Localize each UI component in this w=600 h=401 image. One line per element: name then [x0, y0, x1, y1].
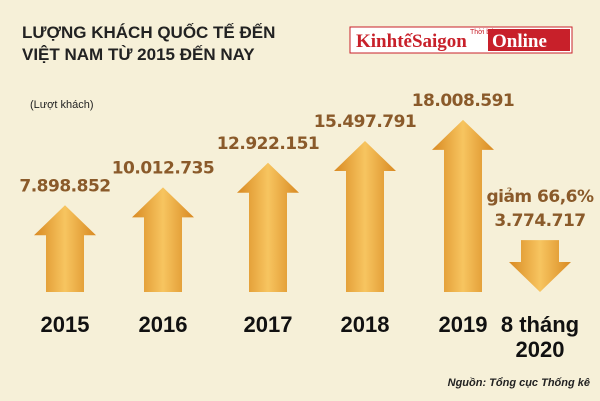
logo-suffix-box: [488, 29, 570, 51]
logo-tag: Thời báo: [470, 29, 498, 36]
unit-label: (Lượt khách): [30, 99, 94, 111]
value-label: 7.898.852: [19, 176, 110, 196]
value-label: 10.012.735: [112, 158, 215, 178]
category-label: 2019: [438, 312, 488, 337]
arrow: [34, 205, 96, 292]
logo-name: KinhtếSaigon: [356, 31, 467, 52]
value-label: 15.497.791: [314, 112, 417, 132]
source: Nguồn: Tổng cục Thống kê: [448, 377, 590, 389]
category-label: 2016: [138, 312, 188, 337]
arrow: [509, 240, 571, 292]
arrow: [334, 141, 396, 292]
category-label: 2015: [40, 312, 90, 337]
arrow: [432, 119, 494, 292]
value-label: 12.922.151: [217, 134, 320, 154]
category-label: 2018: [340, 312, 390, 337]
value-label: 18.008.591: [412, 91, 515, 111]
arrow: [237, 162, 299, 292]
title-line: VIỆT NAM TỪ 2015 ĐẾN NAY: [22, 45, 255, 64]
category-label: 2017: [243, 312, 293, 337]
logo-suffix: Online: [492, 31, 547, 52]
category-label: 8 tháng 2020: [500, 312, 580, 362]
title-line: LƯỢNG KHÁCH QUỐC TẾ ĐẾN: [22, 22, 275, 42]
value-label: 3.774.717: [494, 211, 585, 231]
annotation: giảm 66,6%: [486, 187, 594, 207]
arrow: [132, 187, 194, 292]
